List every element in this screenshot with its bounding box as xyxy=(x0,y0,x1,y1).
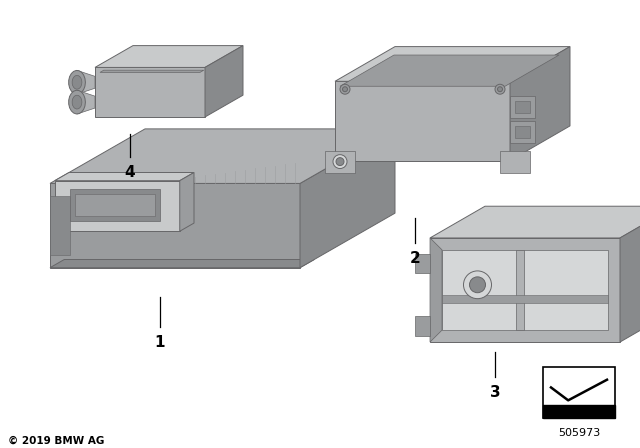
Polygon shape xyxy=(77,70,95,94)
Text: © 2019 BMW AG: © 2019 BMW AG xyxy=(8,436,104,446)
Circle shape xyxy=(333,155,347,168)
Polygon shape xyxy=(75,194,155,216)
Circle shape xyxy=(340,84,350,94)
Polygon shape xyxy=(335,81,510,161)
Text: 1: 1 xyxy=(155,335,165,350)
Polygon shape xyxy=(515,126,530,138)
Polygon shape xyxy=(510,121,535,143)
Bar xyxy=(543,367,615,418)
Polygon shape xyxy=(50,259,314,268)
Polygon shape xyxy=(55,172,194,181)
Polygon shape xyxy=(205,46,243,117)
Polygon shape xyxy=(510,96,535,118)
Polygon shape xyxy=(325,151,355,172)
Polygon shape xyxy=(500,151,530,172)
Circle shape xyxy=(497,87,502,92)
Polygon shape xyxy=(50,129,395,183)
Polygon shape xyxy=(70,189,160,221)
Polygon shape xyxy=(50,196,70,255)
Circle shape xyxy=(463,271,492,299)
Polygon shape xyxy=(95,46,243,67)
Polygon shape xyxy=(620,206,640,342)
Polygon shape xyxy=(77,90,95,114)
Polygon shape xyxy=(180,172,194,231)
Polygon shape xyxy=(510,47,570,161)
Polygon shape xyxy=(442,295,608,303)
Polygon shape xyxy=(415,316,430,336)
Circle shape xyxy=(342,87,348,92)
Polygon shape xyxy=(515,250,524,330)
Polygon shape xyxy=(415,254,430,273)
Polygon shape xyxy=(72,95,82,109)
Bar xyxy=(543,405,615,418)
Polygon shape xyxy=(430,238,620,342)
Circle shape xyxy=(495,84,505,94)
Polygon shape xyxy=(340,55,559,86)
Polygon shape xyxy=(442,250,608,330)
Polygon shape xyxy=(68,90,85,114)
Polygon shape xyxy=(100,70,204,73)
Polygon shape xyxy=(430,238,442,342)
Polygon shape xyxy=(55,181,180,231)
Polygon shape xyxy=(68,70,85,94)
Polygon shape xyxy=(300,129,395,268)
Text: 3: 3 xyxy=(490,385,500,400)
Circle shape xyxy=(470,277,486,293)
Polygon shape xyxy=(72,75,82,89)
Polygon shape xyxy=(95,67,205,117)
Polygon shape xyxy=(50,183,300,268)
Text: 2: 2 xyxy=(410,251,420,266)
Text: 4: 4 xyxy=(125,164,135,180)
Polygon shape xyxy=(430,206,640,238)
Polygon shape xyxy=(335,47,570,81)
Polygon shape xyxy=(515,101,530,113)
Text: 505973: 505973 xyxy=(558,428,600,438)
Circle shape xyxy=(336,158,344,166)
